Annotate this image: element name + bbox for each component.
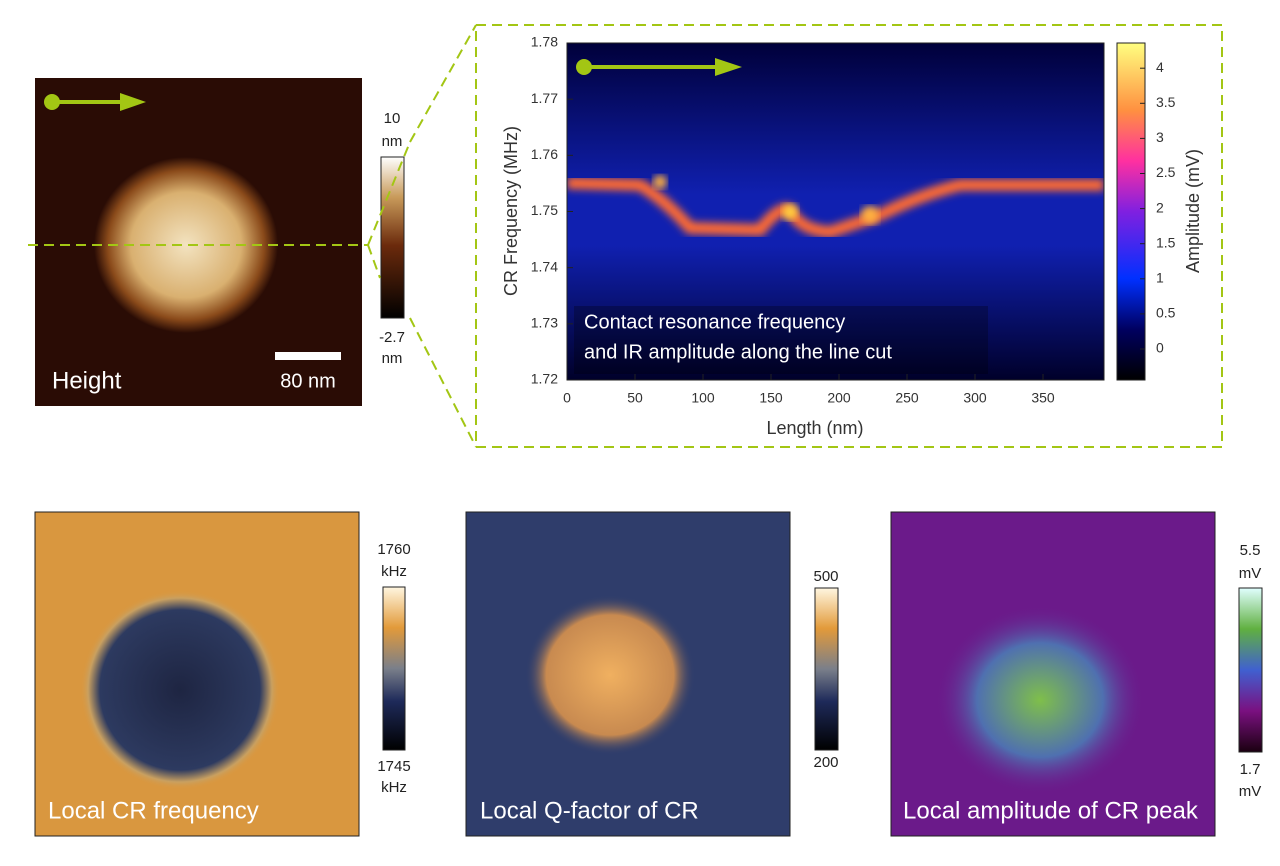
x-tick-label: 350 [1031, 390, 1055, 406]
colorbar-max: 500 [813, 568, 838, 585]
panel-label: Local amplitude of CR peak [903, 797, 1199, 824]
scale-bar [275, 352, 341, 360]
colorbar-unit: nm [382, 133, 403, 150]
x-tick-label: 150 [759, 390, 783, 406]
y-tick-label: 1.78 [531, 34, 558, 50]
colorbar-tick-label: 2 [1156, 199, 1164, 215]
colorbar-tick-label: 0 [1156, 340, 1164, 356]
panel-label: Local Q-factor of CR [480, 797, 699, 824]
colorbar-unit: nm [382, 350, 403, 367]
colorbar-unit: kHz [381, 779, 407, 796]
colorbar-label: Amplitude (mV) [1183, 149, 1203, 273]
annotation: and IR amplitude along the line cut [584, 341, 892, 363]
x-tick-label: 0 [563, 390, 571, 406]
panel-label: Local CR frequency [48, 797, 259, 824]
x-tick-label: 200 [827, 390, 851, 406]
colorbar [382, 586, 406, 751]
colorbar-tick-label: 4 [1156, 59, 1164, 75]
particle [525, 595, 695, 755]
y-tick-label: 1.77 [531, 90, 558, 106]
colorbar [814, 587, 839, 751]
colorbar-min: 200 [813, 754, 838, 771]
particle [94, 157, 278, 333]
y-tick-label: 1.76 [531, 146, 558, 162]
colorbar-min: 1745 [377, 758, 410, 775]
scan-arrow [44, 93, 146, 111]
y-tick-label: 1.72 [531, 371, 558, 387]
colorbar [1238, 587, 1263, 753]
colorbar-unit: kHz [381, 563, 407, 580]
annotation-box [574, 306, 988, 374]
y-tick-label: 1.73 [531, 315, 558, 331]
panel-label: Height [52, 367, 122, 394]
scale-label: 80 nm [280, 370, 336, 392]
colorbar [1116, 42, 1146, 381]
colorbar-max: 1760 [377, 541, 410, 558]
particle [935, 605, 1145, 795]
x-tick-label: 250 [895, 390, 919, 406]
colorbar-max: 5.5 [1240, 542, 1261, 559]
x-axis-label: Length (nm) [766, 418, 863, 438]
zoom-box [475, 24, 1223, 448]
colorbar-tick-label: 1.5 [1156, 234, 1176, 250]
x-tick-label: 50 [627, 390, 643, 406]
colorbar-tick-label: 1 [1156, 270, 1164, 286]
connector [409, 317, 477, 448]
colorbar-unit: mV [1239, 565, 1262, 582]
colorbar-min: -2.7 [379, 329, 405, 346]
colorbar-tick-label: 2.5 [1156, 164, 1176, 180]
annotation: Contact resonance frequency [584, 311, 845, 333]
colorbar-max: 10 [384, 110, 401, 127]
x-tick-label: 100 [691, 390, 715, 406]
y-tick-label: 1.75 [531, 202, 558, 218]
connector [367, 244, 381, 279]
y-tick-label: 1.74 [531, 258, 558, 274]
y-axis-label: CR Frequency (MHz) [501, 126, 521, 296]
colorbar-tick-label: 3 [1156, 129, 1164, 145]
connector [409, 24, 477, 143]
colorbar-min: 1.7 [1240, 761, 1261, 778]
colorbar-tick-label: 0.5 [1156, 305, 1176, 321]
colorbar-tick-label: 3.5 [1156, 94, 1176, 110]
particle [80, 590, 280, 790]
heatmap [567, 43, 1104, 380]
scan-arrow [576, 58, 742, 76]
colorbar [380, 156, 405, 319]
x-tick-label: 300 [963, 390, 987, 406]
colorbar-unit: mV [1239, 783, 1262, 800]
connector [367, 141, 411, 246]
